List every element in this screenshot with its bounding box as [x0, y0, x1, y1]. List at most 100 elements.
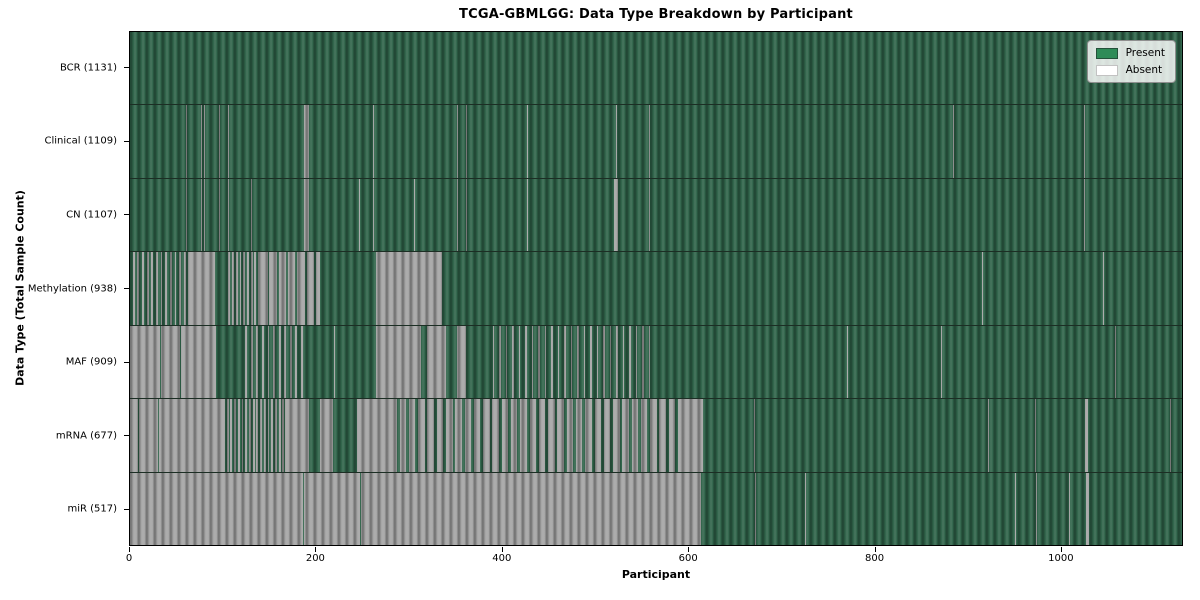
segment-present [591, 325, 597, 399]
segment-present [181, 252, 184, 325]
segment-present [546, 325, 552, 399]
segment-absent [249, 399, 251, 472]
segment-absent [525, 325, 527, 399]
segment-present [237, 252, 240, 325]
segment-absent [226, 399, 229, 472]
segment-present [297, 325, 302, 399]
segment-present [527, 178, 615, 252]
segment-absent [805, 472, 807, 545]
segment-present [1088, 472, 1182, 545]
plot-area: Present Absent [129, 31, 1183, 546]
segment-present [248, 252, 251, 325]
segment-absent [278, 325, 281, 399]
segment-present [157, 252, 161, 325]
segment-present [334, 325, 377, 399]
segment-absent [631, 399, 639, 472]
segment-absent [1115, 325, 1117, 399]
segment-absent [622, 399, 629, 472]
segment-absent [187, 252, 215, 325]
segment-absent [564, 325, 566, 399]
segment-present [232, 399, 235, 472]
segment-absent [376, 325, 421, 399]
segment-absent [510, 399, 518, 472]
segment-absent [492, 399, 499, 472]
segment-present [1036, 399, 1086, 472]
segment-present [359, 178, 373, 252]
segment-present [157, 399, 159, 472]
segment-absent [250, 325, 253, 399]
segment-absent [531, 325, 534, 399]
segment-present [319, 252, 377, 325]
segment-present [471, 399, 474, 472]
legend-present-label: Present [1125, 47, 1165, 59]
segment-present [220, 178, 228, 252]
segment-absent [527, 105, 528, 178]
segment-present [214, 252, 227, 325]
segment-present [601, 399, 604, 472]
segment-present [466, 105, 527, 178]
segment-present [276, 399, 279, 472]
segment-absent [557, 325, 560, 399]
segment-absent [256, 325, 259, 399]
segment-absent [285, 399, 310, 472]
segment-present [941, 325, 1116, 399]
segment-absent [755, 472, 756, 545]
segment-present [630, 325, 636, 399]
segment-present [539, 325, 545, 399]
segment-present [442, 252, 982, 325]
segment-present [617, 105, 649, 178]
segment-absent [1035, 399, 1037, 472]
segment-present [130, 252, 133, 325]
segment-present [235, 399, 238, 472]
segment-absent [174, 252, 177, 325]
segment-present [309, 399, 320, 472]
segment-absent [160, 325, 181, 399]
segment-absent [1011, 178, 1013, 252]
segment-absent [642, 325, 644, 399]
x-tick-mark [315, 547, 317, 552]
segment-absent [219, 105, 221, 178]
segment-absent [473, 399, 481, 472]
segment-present [527, 105, 617, 178]
segment-absent [275, 399, 277, 472]
segment-absent [408, 399, 416, 472]
segment-present [585, 325, 591, 399]
segment-absent [609, 325, 612, 399]
segment-present [433, 399, 437, 472]
segment-present [656, 399, 660, 472]
segment-absent [987, 399, 989, 472]
segment-absent [237, 399, 240, 472]
segment-present [458, 178, 466, 252]
segment-absent [227, 105, 229, 178]
segment-absent [160, 252, 163, 325]
segment-present [598, 325, 604, 399]
segment-present [373, 178, 414, 252]
segment-present [332, 399, 357, 472]
segment-absent [668, 399, 676, 472]
segment-present [234, 252, 236, 325]
segment-absent [940, 325, 942, 399]
segment-absent [596, 325, 599, 399]
segment-present [591, 399, 595, 472]
segment-present [254, 399, 257, 472]
segment-absent [640, 399, 648, 472]
segment-present [171, 252, 175, 325]
segment-present [545, 399, 549, 472]
segment-present [701, 472, 755, 545]
y-axis-label: Data Type (Total Sample Count) [13, 190, 27, 386]
segment-absent [399, 399, 407, 472]
segment-present [309, 105, 373, 178]
segment-present [201, 178, 205, 252]
segment-present [143, 252, 147, 325]
segment-present [269, 399, 272, 472]
segment-present [138, 399, 140, 472]
segment-present [275, 325, 279, 399]
segment-present [1070, 472, 1087, 545]
segment-absent [1102, 252, 1104, 325]
segment-present [239, 399, 242, 472]
segment-present [675, 399, 679, 472]
segment-absent [271, 399, 274, 472]
y-tick-mark [124, 361, 129, 363]
segment-absent [446, 399, 453, 472]
segment-absent [551, 325, 553, 399]
